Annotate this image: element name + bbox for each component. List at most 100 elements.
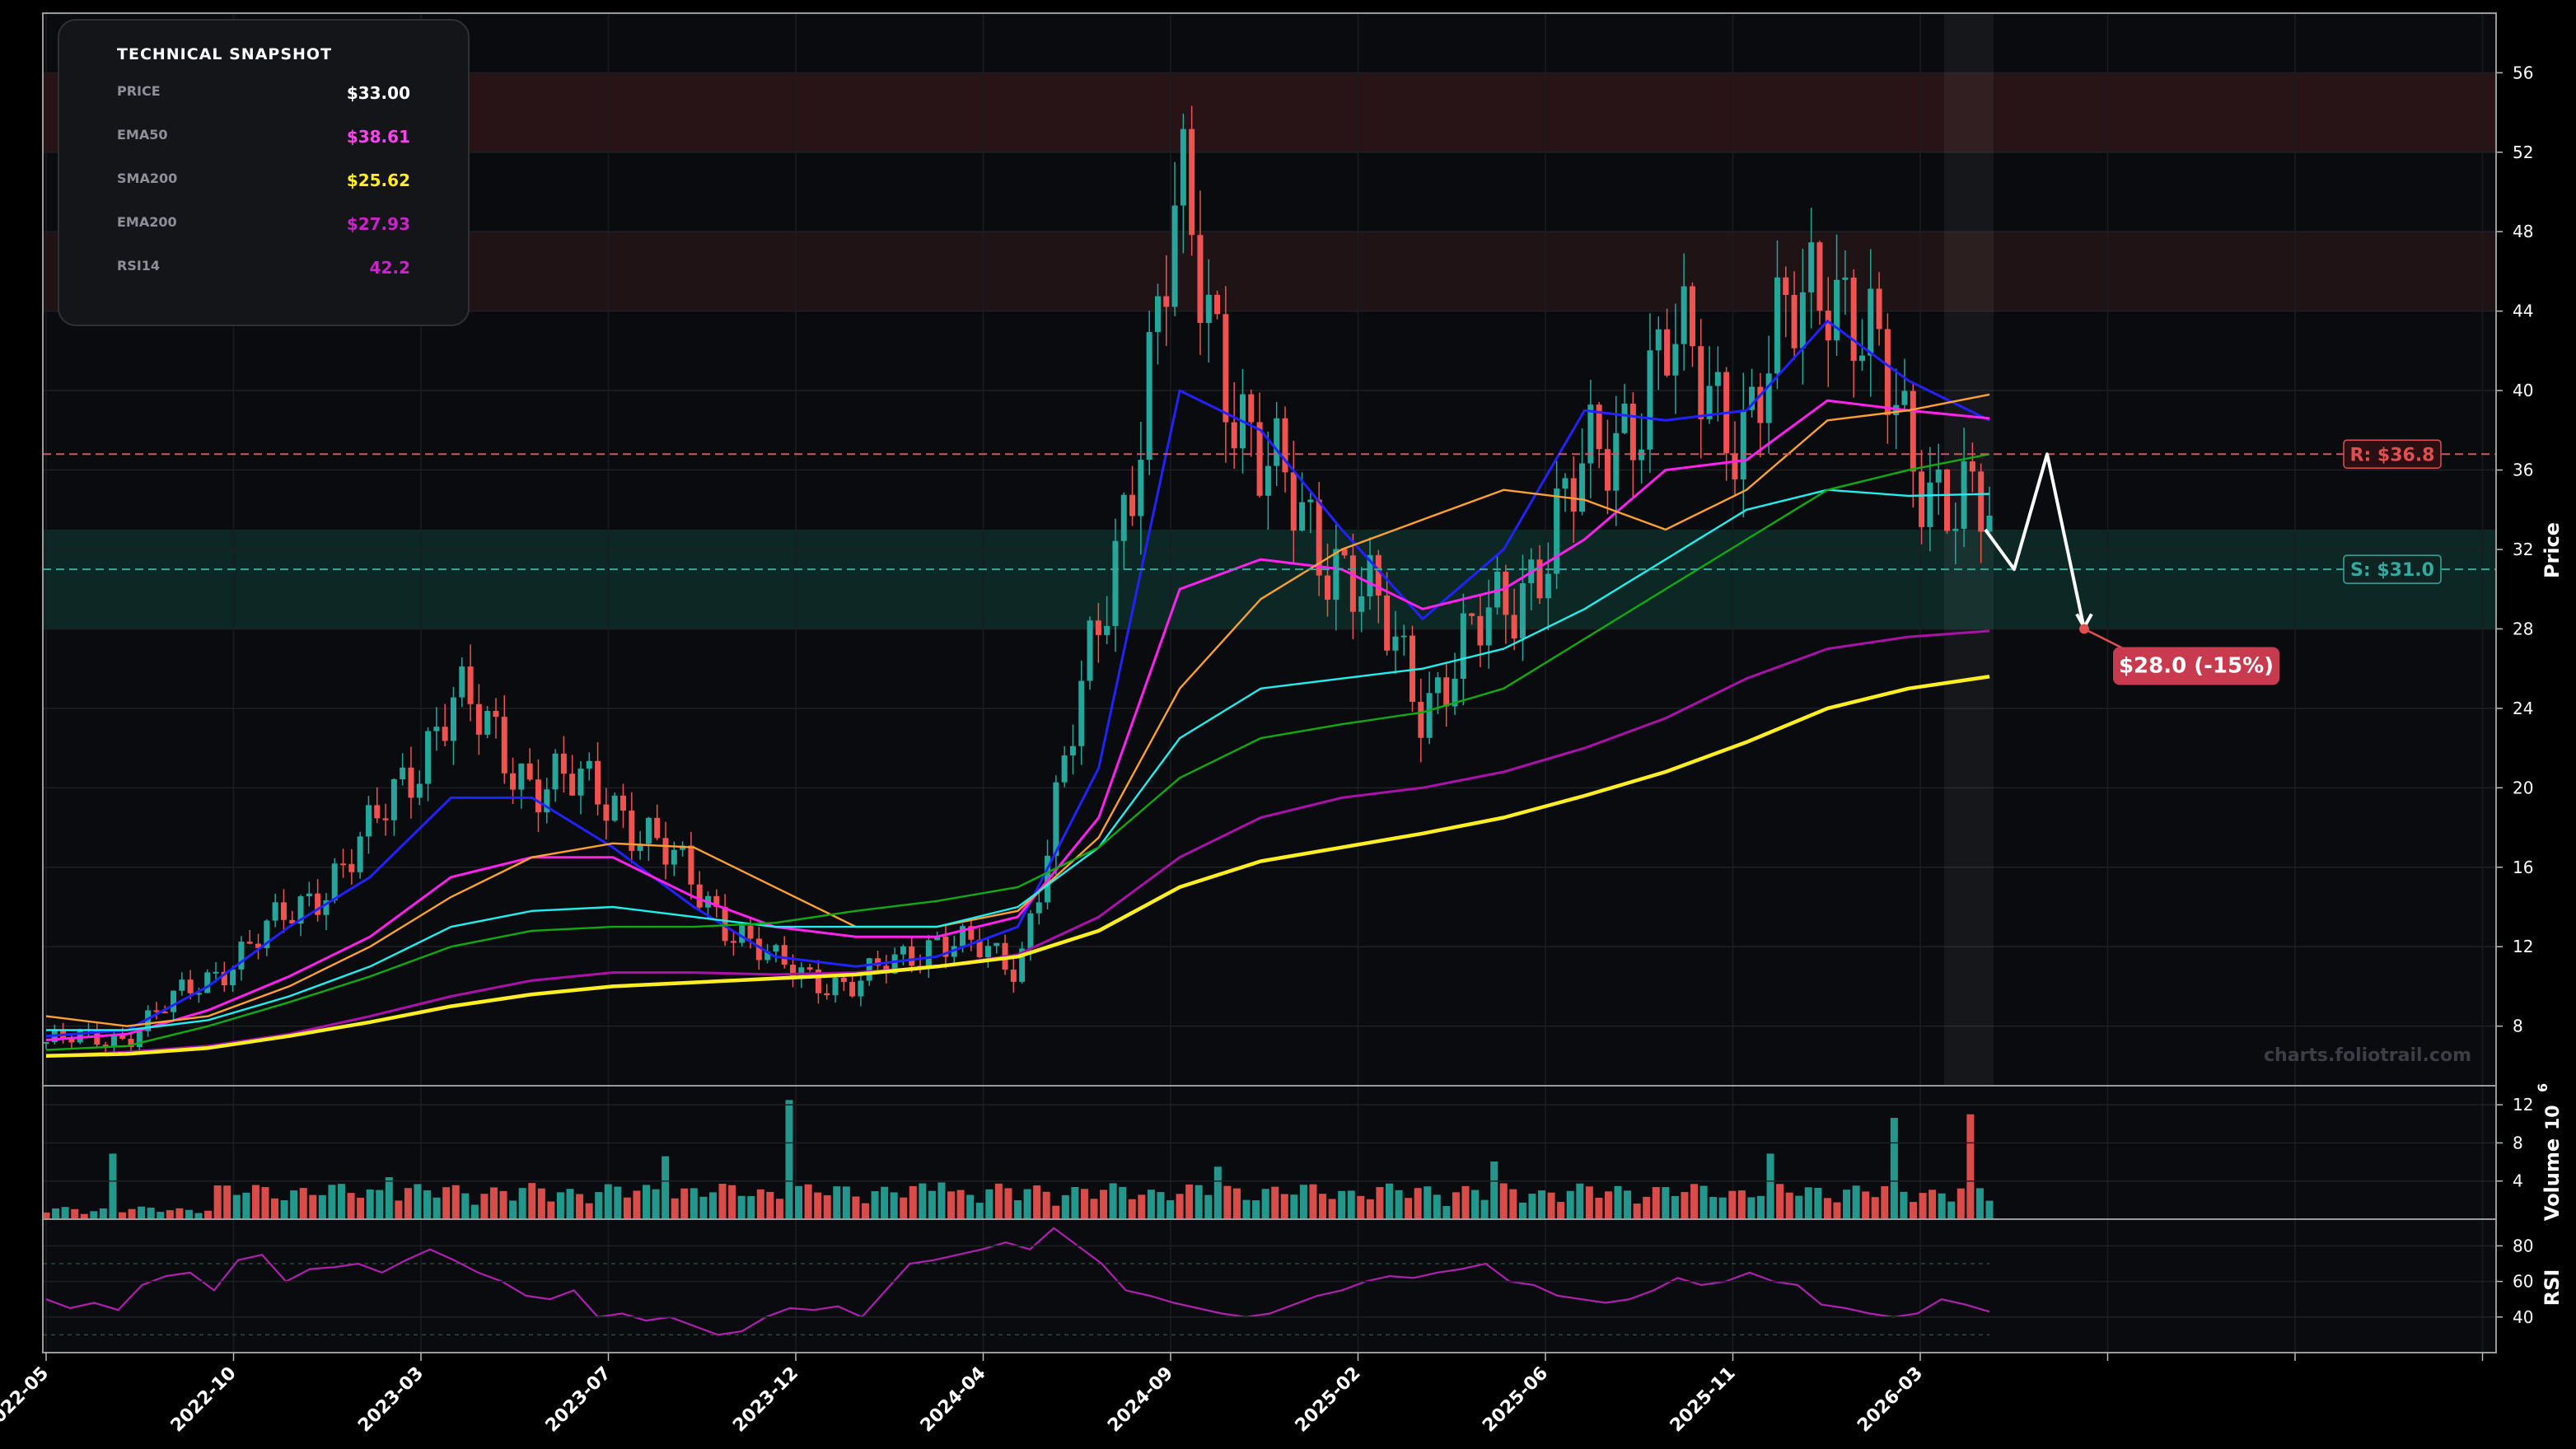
candle-body <box>747 925 754 939</box>
volume-bar <box>489 1187 498 1219</box>
volume-bar <box>1852 1185 1860 1219</box>
candle-body <box>1858 355 1865 362</box>
candle-body <box>1146 332 1152 460</box>
candle-body <box>1163 296 1170 307</box>
volume-bar <box>509 1200 517 1219</box>
candle-body <box>1799 292 1806 348</box>
volume-bar <box>309 1194 317 1219</box>
candle-body <box>942 936 949 957</box>
volume-bar <box>1671 1195 1679 1219</box>
volume-bar <box>175 1208 184 1219</box>
snapshot-row-ema200: EMA200 $27.93 <box>117 214 410 258</box>
volume-bar <box>194 1213 203 1219</box>
volume-bar <box>909 1185 917 1219</box>
volume-bar <box>71 1208 79 1219</box>
candle-body <box>1935 469 1942 483</box>
candle-body <box>1036 902 1042 914</box>
y-tick-label: 32 <box>2513 540 2533 559</box>
x-tick-label: 2023-07 <box>542 1363 615 1437</box>
snapshot-title: TECHNICAL SNAPSHOT <box>117 45 333 63</box>
volume-bar <box>90 1211 98 1219</box>
candle-body <box>1689 286 1695 347</box>
candle-body <box>450 697 456 741</box>
volume-bar <box>795 1185 803 1219</box>
candle-body <box>1698 346 1704 419</box>
volume-bar <box>1185 1184 1194 1219</box>
volume-bar <box>1023 1189 1031 1219</box>
volume-bar <box>80 1213 88 1219</box>
support-label-box <box>2343 554 2442 584</box>
volume-bar <box>138 1206 146 1219</box>
series-line-purple <box>45 629 1990 1058</box>
candle-body <box>221 971 227 986</box>
candle-body <box>1265 465 1271 496</box>
volume-bar <box>1157 1192 1165 1219</box>
volume-bar <box>566 1189 574 1219</box>
candle-body <box>1579 463 1586 512</box>
volume-bar <box>1576 1183 1584 1219</box>
volume-bar <box>708 1192 717 1219</box>
x-tick-label: 2023-12 <box>729 1363 802 1437</box>
series-line-cyan <box>46 488 1990 1031</box>
volume-bar <box>1833 1202 1841 1219</box>
candle-body <box>390 778 397 820</box>
candle-body <box>1816 242 1823 311</box>
volume-bar <box>1357 1195 1365 1219</box>
volume-bar <box>1061 1194 1069 1219</box>
volume-bar <box>985 1189 993 1219</box>
candle-body <box>264 920 270 948</box>
snapshot-label: EMA50 <box>117 127 168 143</box>
volume-bar <box>1547 1192 1555 1219</box>
candle-body <box>815 969 821 993</box>
volume-bar <box>623 1197 631 1219</box>
volume-bar <box>119 1212 127 1219</box>
volume-bar <box>881 1186 889 1219</box>
snapshot-row-ema50: EMA50 $38.61 <box>117 127 410 171</box>
volume-bar <box>1928 1190 1937 1219</box>
target-connector <box>2083 628 2126 651</box>
candle-body <box>1587 404 1594 464</box>
volume-bar <box>280 1200 288 1219</box>
snapshot-value: $33.00 <box>346 83 410 103</box>
candle-body <box>637 844 643 851</box>
volume-bar <box>633 1190 641 1219</box>
candle-body <box>1053 782 1059 856</box>
candle-body <box>645 817 652 844</box>
y-tick-label: 16 <box>2513 858 2533 877</box>
volume-bar <box>1957 1188 1965 1219</box>
candle-body <box>1460 613 1466 679</box>
candle-body <box>204 972 211 993</box>
candle-body <box>1850 277 1857 362</box>
volume-bar <box>242 1192 250 1219</box>
candle-body <box>145 1010 152 1031</box>
volume-bar <box>1319 1194 1327 1219</box>
y-tick-label: 28 <box>2513 619 2533 638</box>
volume-bar <box>833 1186 841 1219</box>
volume-bar <box>1405 1198 1413 1219</box>
snapshot-label: EMA200 <box>117 214 177 230</box>
volume-bar <box>1252 1200 1260 1219</box>
volume-bar <box>470 1204 479 1219</box>
candle-body <box>442 727 448 741</box>
volume-bar <box>1890 1118 1898 1219</box>
candle-body <box>1154 296 1161 333</box>
candle-body <box>1681 286 1687 344</box>
volume-bar <box>804 1184 812 1219</box>
volume-bar <box>1566 1190 1574 1219</box>
volume-bar <box>737 1195 746 1219</box>
volume-bar <box>1947 1201 1956 1219</box>
volume-bar <box>1119 1186 1127 1219</box>
candle-body <box>1418 702 1424 738</box>
snapshot-row-price: PRICE $33.00 <box>117 83 410 127</box>
x-tick-label: 2025-11 <box>1667 1363 1740 1437</box>
volume-bar <box>728 1185 736 1219</box>
candle-body <box>858 980 864 997</box>
candle-body <box>1485 607 1492 646</box>
candle-body <box>348 863 355 872</box>
candle-body <box>984 946 991 958</box>
candle-body <box>976 939 983 958</box>
candle-body <box>900 946 906 955</box>
candle-body <box>960 926 966 947</box>
y-tick-label: 40 <box>2513 381 2533 400</box>
candle-body <box>1834 279 1840 341</box>
